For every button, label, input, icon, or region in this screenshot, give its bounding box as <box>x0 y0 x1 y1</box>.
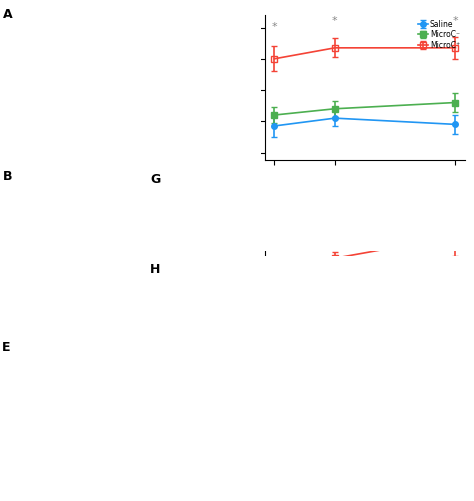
Text: 100%: 100% <box>103 366 127 375</box>
X-axis label: Days: Days <box>353 350 377 360</box>
Text: E: E <box>1 341 10 354</box>
Text: A: A <box>3 8 12 21</box>
Bar <box>103 376 127 491</box>
X-axis label: Days: Days <box>353 184 377 194</box>
Text: 0%: 0% <box>64 480 78 489</box>
Text: C: C <box>222 8 231 21</box>
Legend: Saline, MicroC⁻, MicroC⁺: Saline, MicroC⁻, MicroC⁺ <box>418 19 461 51</box>
Text: *: * <box>112 358 118 368</box>
Text: *: * <box>272 22 277 32</box>
Text: *: * <box>332 237 337 247</box>
Text: G: G <box>150 173 161 186</box>
Y-axis label: Maximum Suprarenal
Aortic Diameter (mm): Maximum Suprarenal Aortic Diameter (mm) <box>220 206 240 305</box>
Y-axis label: Standard Uptake Value
(normalized to body weight): Standard Uptake Value (normalized to bod… <box>220 24 240 152</box>
Text: *: * <box>453 200 458 209</box>
Text: 0%: 0% <box>20 480 34 489</box>
Legend: Saline, MicroC⁻, MicroC⁺: Saline, MicroC⁻, MicroC⁺ <box>269 189 312 221</box>
Text: *: * <box>332 16 337 26</box>
Text: B: B <box>3 170 12 183</box>
Text: H: H <box>150 263 161 276</box>
Text: D: D <box>222 178 232 191</box>
Text: *: * <box>453 16 458 26</box>
